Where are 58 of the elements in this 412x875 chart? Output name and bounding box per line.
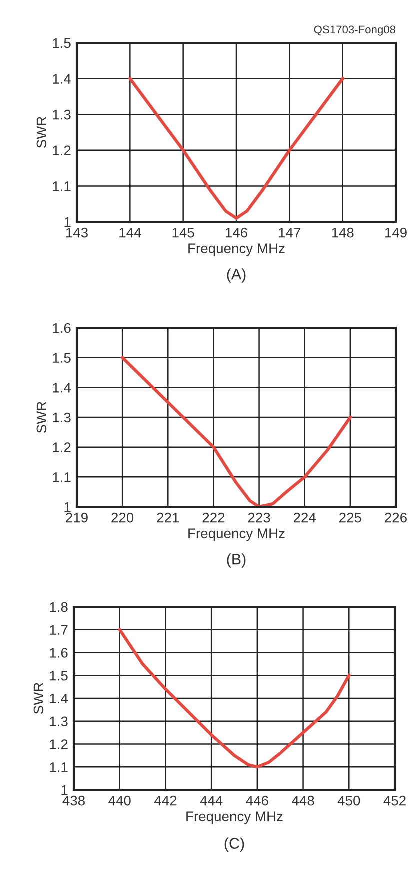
x-tick-label: 144 <box>120 228 142 238</box>
x-axis-title: Frequency MHz <box>188 244 285 256</box>
y-tick-label: 1.7 <box>50 625 68 635</box>
text: (A) <box>227 268 246 283</box>
x-tick-label: 149 <box>385 228 407 238</box>
x-tick-label: 146 <box>226 228 248 238</box>
x-tick-label: 221 <box>157 512 180 523</box>
y-tick-label: 1 <box>64 502 71 512</box>
x-tick-label: 226 <box>385 512 407 523</box>
x-tick-label: 446 <box>246 796 268 806</box>
y-tick-label: 1.1 <box>50 762 68 772</box>
y-tick-label: 1.8 <box>50 602 68 612</box>
x-tick-label: 145 <box>172 228 194 238</box>
y-tick-label: 1.6 <box>53 323 71 334</box>
y-tick-label: 1 <box>64 217 71 228</box>
text: QS1703-Fong08 <box>314 26 396 36</box>
y-tick-label: 1.3 <box>53 110 71 120</box>
line-series <box>121 356 352 507</box>
y-tick-label: 1.2 <box>53 442 71 452</box>
x-tick-label: 222 <box>202 512 225 523</box>
x-tick-label: 444 <box>200 796 223 806</box>
line-series <box>128 77 344 220</box>
x-tick-label: 223 <box>248 512 270 523</box>
x-tick-label: 143 <box>66 228 88 238</box>
x-tick-label: 148 <box>332 228 354 238</box>
y-tick-label: 1.2 <box>50 740 68 750</box>
x-tick-label: 224 <box>294 512 316 523</box>
y-tick-label: 1.6 <box>50 648 68 658</box>
x-tick-label: 220 <box>112 512 134 523</box>
y-tick-label: 1.3 <box>53 412 71 423</box>
line-series <box>118 628 351 769</box>
x-tick-label: 448 <box>292 796 314 806</box>
y-tick-label: 1.4 <box>50 694 68 704</box>
x-tick-label: 440 <box>108 796 131 806</box>
y-tick-label: 1.5 <box>50 671 68 681</box>
x-tick-label: 219 <box>66 512 88 523</box>
x-tick-label: 442 <box>154 796 177 806</box>
x-tick-label: 147 <box>279 228 301 238</box>
y-tick-label: 1.1 <box>53 472 71 482</box>
y-tick-label: 1 <box>62 785 68 796</box>
x-tick-label: 438 <box>62 796 85 806</box>
x-tick-label: 450 <box>338 796 360 806</box>
y-tick-label: 1.5 <box>53 38 71 48</box>
y-tick-label: 1.2 <box>53 146 71 156</box>
y-tick-label: 1.3 <box>50 716 68 727</box>
x-tick-label: 452 <box>384 796 406 806</box>
y-tick-label: 1.1 <box>53 182 71 192</box>
y-tick-label: 1.5 <box>53 353 71 364</box>
x-tick-label: 225 <box>340 512 362 523</box>
x-axis-title: Frequency MHz <box>188 528 285 542</box>
y-axis-title: SWR <box>34 682 44 714</box>
y-tick-label: 1.4 <box>53 74 72 84</box>
x-axis-title: Frequency MHz <box>186 812 283 824</box>
text: (C) <box>224 838 244 852</box>
y-axis-title: SWR <box>36 402 47 434</box>
text: (B) <box>227 554 246 568</box>
y-tick-label: 1.4 <box>53 383 72 393</box>
y-axis-title: SWR <box>36 116 47 148</box>
